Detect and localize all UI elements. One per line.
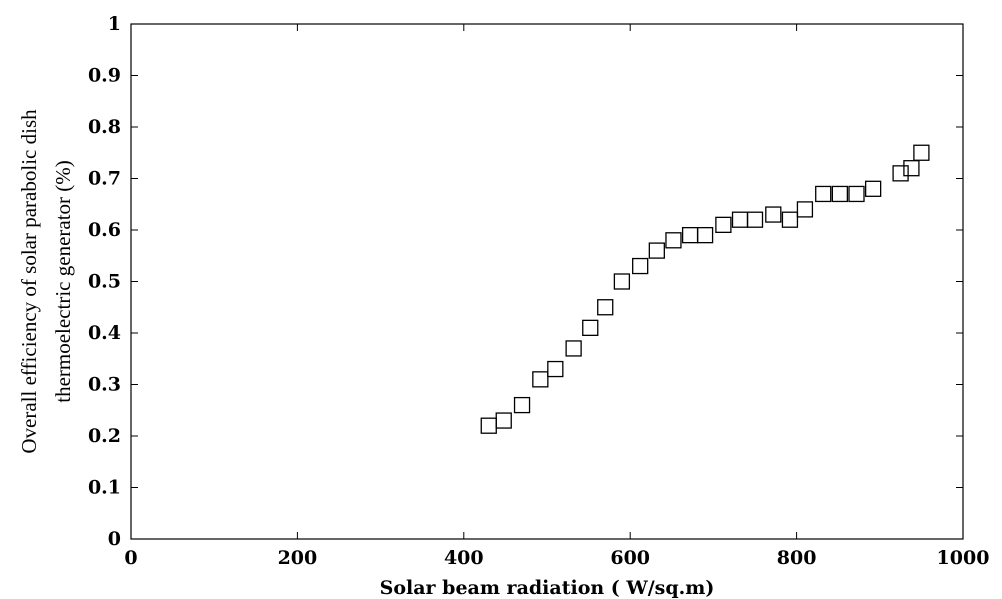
data-point	[746, 211, 764, 228]
data-point	[513, 396, 531, 414]
data-point	[831, 185, 849, 203]
y-tick-label: 0.7	[88, 168, 121, 190]
y-axis-title-line-1: Overall efficiency of solar parabolic di…	[17, 109, 41, 454]
data-point	[532, 371, 549, 388]
plot-area-border	[130, 23, 964, 540]
data-point	[597, 299, 614, 316]
y-tick-label: 0.9	[88, 65, 121, 87]
data-point	[913, 144, 930, 161]
data-point	[582, 319, 599, 337]
x-axis-title: Solar beam radiation ( W/sq.m)	[380, 577, 715, 599]
data-point	[796, 201, 814, 218]
data-point	[696, 226, 714, 244]
data-point	[715, 216, 732, 234]
data-point	[495, 412, 512, 429]
y-tick-label: 1	[108, 13, 121, 35]
x-tick-label: 400	[444, 547, 484, 569]
data-point	[681, 226, 699, 244]
y-tick-label: 0.1	[88, 477, 121, 499]
x-tick-label: 0	[124, 547, 137, 569]
y-tick-label: 0.2	[88, 425, 121, 447]
data-point	[864, 180, 882, 197]
data-point	[903, 160, 920, 177]
data-point	[547, 360, 564, 378]
data-point	[632, 257, 649, 275]
y-axis-ticks: 0 0.1 0.2 0.3 0.4 0.5 0.6 0.7 0.8 0.9 1	[88, 13, 963, 550]
y-tick-label: 0.8	[88, 116, 121, 138]
data-point	[648, 242, 665, 259]
y-axis-title: Overall efficiency of solar parabolic di…	[17, 109, 75, 454]
y-tick-label: 0.5	[88, 271, 121, 293]
x-axis-ticks: 0 200 400 600 800 1000	[124, 24, 989, 569]
data-points	[480, 144, 930, 434]
data-point	[815, 185, 832, 203]
data-point	[892, 165, 909, 182]
data-point	[565, 340, 582, 357]
data-point	[781, 211, 799, 228]
data-point	[665, 232, 682, 249]
data-point	[613, 273, 631, 290]
plot-frame	[130, 23, 964, 540]
data-point	[848, 185, 865, 203]
x-tick-label: 600	[610, 547, 650, 569]
y-tick-label: 0.4	[88, 322, 121, 344]
y-tick-label: 0	[108, 528, 121, 550]
y-tick-label: 0.6	[88, 219, 121, 241]
data-point	[480, 417, 497, 434]
y-axis-title-line-2: thermoelectric generator (%)	[51, 160, 75, 403]
y-tick-label: 0.3	[88, 374, 121, 396]
data-point	[765, 206, 782, 223]
data-point	[731, 211, 749, 228]
x-tick-label: 800	[777, 547, 817, 569]
x-tick-label: 200	[278, 547, 318, 569]
x-tick-label: 1000	[937, 547, 990, 569]
